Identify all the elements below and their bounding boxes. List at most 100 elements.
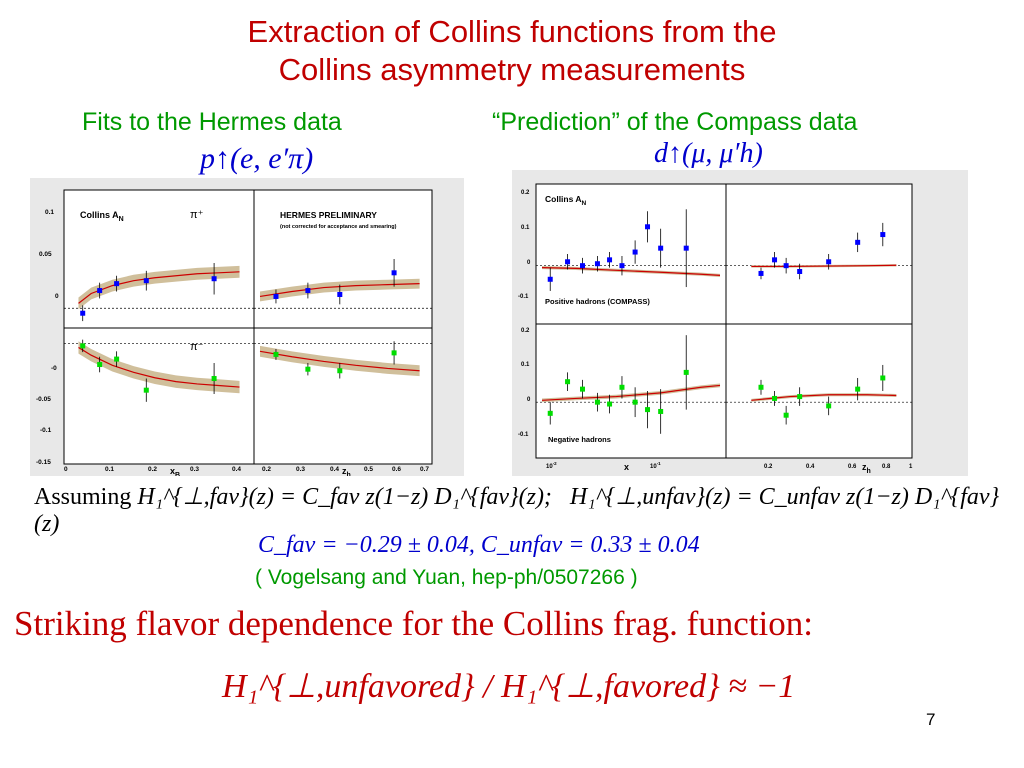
data-point: [143, 387, 149, 393]
compass-xlabel-left: x: [624, 462, 629, 472]
hermes-note-label: (not corrected for acceptance and smeari…: [280, 224, 397, 230]
data-point: [632, 249, 638, 255]
data-point: [783, 263, 789, 269]
hermes-preliminary-label: HERMES PRELIMINARY: [280, 210, 377, 220]
assuming-formula-line: Assuming H₁^{⊥,fav}(z) = C_fav z(1−z) D₁…: [34, 482, 1024, 538]
data-point: [855, 386, 861, 392]
data-point: [211, 276, 217, 282]
compass-ytick-t0: 0.2: [521, 190, 530, 196]
compass-ytick-b1: 0.1: [521, 362, 530, 368]
hermes-ytick-1: 0.05: [39, 251, 52, 258]
compass-xtick-l0: 10-2: [546, 461, 557, 470]
data-point: [80, 310, 86, 316]
data-point: [97, 362, 103, 368]
hermes-collins-label: Collins AN: [80, 210, 124, 223]
data-point: [580, 263, 586, 269]
right-reaction: d↑(μ, μ′h): [654, 138, 763, 169]
compass-xtick-r0: 0.2: [764, 464, 773, 470]
data-point: [619, 384, 625, 390]
hermes-xtick-r1: 0.3: [296, 466, 305, 473]
data-point: [337, 368, 343, 374]
data-point: [305, 366, 311, 372]
data-point: [797, 269, 803, 274]
compass-ytick-t2: 0: [527, 260, 531, 266]
fit-band: [78, 265, 240, 310]
data-point: [826, 259, 832, 265]
slide-title-line2: Collins asymmetry measurements: [278, 52, 746, 87]
hermes-xtick-l0: 0: [64, 466, 68, 473]
data-point: [826, 403, 832, 409]
compass-ytick-t3: -0.1: [518, 294, 529, 300]
compass-positive-label: Positive hadrons (COMPASS): [545, 297, 650, 306]
compass-collins-label: Collins AN: [545, 194, 587, 207]
hermes-ytick-4: -0.05: [36, 396, 51, 403]
hermes-ytick-0: 0.1: [45, 209, 54, 216]
data-point: [619, 263, 625, 269]
compass-ytick-b3: -0.1: [518, 432, 529, 438]
fit-curve: [541, 384, 721, 401]
reference-text: ( Vogelsang and Yuan, hep-ph/0507266 ): [255, 566, 638, 589]
fit-curve: [751, 394, 897, 401]
hermes-xtick-r4: 0.6: [392, 466, 401, 473]
hermes-xlabel-left: xB: [170, 466, 180, 476]
hermes-xtick-l1: 0.1: [105, 466, 114, 473]
data-point: [880, 232, 886, 238]
fit-curve: [78, 346, 240, 388]
data-point: [607, 257, 613, 263]
hermes-pi-plus-label: π⁺: [190, 209, 204, 221]
hermes-xtick-r2: 0.4: [330, 466, 339, 473]
compass-ytick-t1: 0.1: [521, 225, 530, 231]
data-point: [772, 257, 778, 263]
hermes-xtick-l4: 0.4: [232, 466, 241, 473]
data-point: [797, 394, 803, 400]
data-point: [683, 369, 689, 375]
hermes-xtick-r0: 0.2: [262, 466, 271, 473]
constants-formula: C_fav = −0.29 ± 0.04, C_unfav = 0.33 ± 0…: [258, 532, 700, 558]
hermes-ytick-2: 0: [55, 293, 59, 300]
data-point: [565, 259, 571, 265]
conclusion-text: Striking flavor dependence for the Colli…: [14, 604, 813, 643]
right-heading: “Prediction” of the Compass data: [492, 108, 858, 136]
data-point: [645, 224, 651, 230]
data-point: [658, 408, 664, 414]
hermes-xtick-l3: 0.3: [190, 466, 199, 473]
compass-xtick-l1: 10-1: [650, 461, 661, 470]
data-point: [855, 239, 861, 245]
data-point: [880, 375, 886, 381]
data-point: [758, 270, 764, 276]
data-point: [337, 291, 343, 297]
fit-band: [260, 345, 420, 377]
compass-plot: Collins AN Positive hadrons (COMPASS) Ne…: [512, 170, 968, 476]
data-point: [594, 261, 600, 267]
data-point: [273, 351, 279, 357]
data-point: [391, 270, 397, 276]
hermes-xlabel-right: zh: [342, 466, 351, 476]
data-point: [607, 401, 613, 407]
data-point: [114, 281, 120, 287]
compass-xlabel-right: zh: [862, 462, 871, 475]
data-point: [547, 410, 553, 416]
data-point: [305, 288, 311, 294]
ratio-formula: H₁^{⊥,unfavored} / H₁^{⊥,favored} ≈ −1: [222, 668, 796, 705]
hermes-pi-minus-label: π⁻: [190, 341, 204, 353]
compass-ytick-b2: 0: [527, 397, 531, 403]
data-point: [758, 384, 764, 390]
page-number: 7: [926, 710, 936, 729]
data-point: [80, 343, 86, 349]
hermes-xtick-r5: 0.7: [420, 466, 429, 473]
compass-xtick-r4: 1: [909, 464, 913, 470]
data-point: [594, 399, 600, 405]
data-point: [632, 399, 638, 405]
compass-negative-label: Negative hadrons: [548, 435, 611, 444]
data-point: [565, 379, 571, 385]
formula-unfav: H₁^{⊥,unfav}(z) = C_unfav z(1−z) D₁^{fav…: [34, 484, 1000, 537]
left-heading: Fits to the Hermes data: [82, 108, 342, 136]
data-point: [97, 288, 103, 294]
hermes-ytick-5: -0.1: [40, 427, 52, 434]
hermes-plot: Collins AN π⁺ π⁻ HERMES PRELIMINARY (not…: [30, 178, 464, 479]
fit-curve: [541, 267, 721, 276]
hermes-xtick-r3: 0.5: [364, 466, 373, 473]
data-point: [772, 395, 778, 401]
data-point: [783, 412, 789, 418]
data-point: [683, 245, 689, 251]
